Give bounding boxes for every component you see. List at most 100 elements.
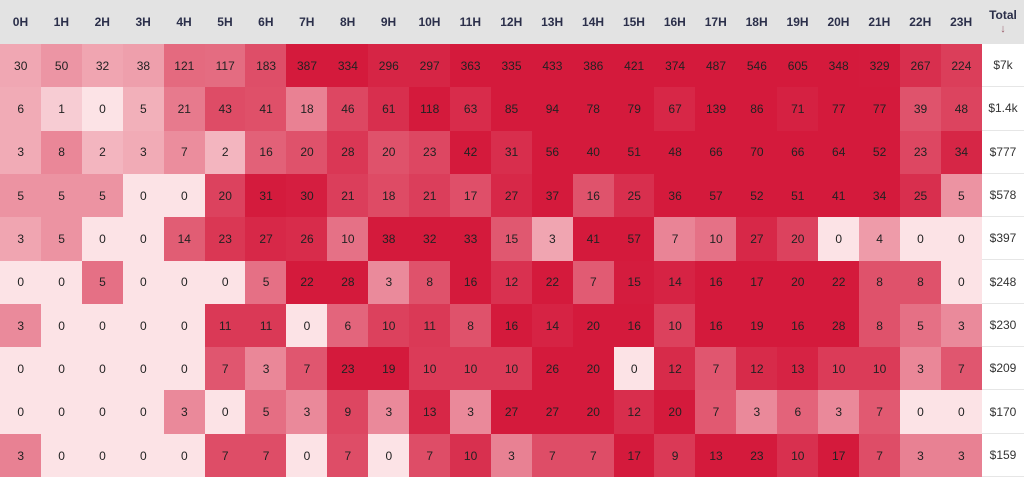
- heatmap-cell[interactable]: 15: [490, 217, 533, 261]
- heatmap-cell[interactable]: 9: [327, 390, 369, 435]
- heatmap-cell[interactable]: 66: [695, 130, 737, 175]
- column-header-14h[interactable]: 14H: [582, 15, 605, 29]
- heatmap-cell[interactable]: 38: [122, 44, 165, 88]
- heatmap-cell[interactable]: 3: [122, 130, 165, 175]
- heatmap-cell[interactable]: 0: [40, 347, 83, 391]
- heatmap-cell[interactable]: 3: [818, 390, 860, 435]
- heatmap-cell[interactable]: 70: [736, 130, 778, 175]
- heatmap-cell[interactable]: 52: [858, 130, 901, 175]
- heatmap-cell[interactable]: 0: [286, 303, 328, 348]
- column-header-16h[interactable]: 16H: [663, 15, 686, 29]
- heatmap-cell[interactable]: 30: [0, 44, 42, 88]
- column-header-19h[interactable]: 19H: [786, 15, 809, 29]
- sort-descending-arrow-icon[interactable]: ↓: [1000, 23, 1006, 35]
- heatmap-cell[interactable]: 267: [899, 44, 942, 88]
- heatmap-cell[interactable]: 7: [695, 390, 737, 435]
- heatmap-cell[interactable]: 17: [818, 433, 860, 477]
- heatmap-cell[interactable]: 3: [163, 390, 205, 435]
- heatmap-cell[interactable]: 0: [40, 303, 83, 348]
- heatmap-cell[interactable]: 0: [40, 390, 83, 435]
- heatmap-cell[interactable]: 38: [368, 217, 410, 261]
- heatmap-cell[interactable]: 0: [122, 433, 165, 477]
- heatmap-cell[interactable]: 14: [654, 260, 696, 305]
- heatmap-cell[interactable]: 10: [368, 303, 410, 348]
- column-header-8h[interactable]: 8H: [339, 15, 356, 29]
- heatmap-cell[interactable]: 20: [572, 303, 614, 348]
- column-header-20h[interactable]: 20H: [827, 15, 850, 29]
- heatmap-cell[interactable]: 14: [163, 217, 205, 261]
- heatmap-cell[interactable]: 12: [654, 347, 696, 391]
- heatmap-cell[interactable]: 546: [736, 44, 778, 88]
- heatmap-cell[interactable]: 0: [204, 390, 246, 435]
- heatmap-cell[interactable]: 348: [818, 44, 860, 88]
- heatmap-cell[interactable]: 3: [449, 390, 492, 435]
- heatmap-cell[interactable]: 374: [654, 44, 696, 88]
- heatmap-cell[interactable]: 5: [81, 173, 124, 218]
- heatmap-cell[interactable]: 11: [204, 303, 246, 348]
- heatmap-cell[interactable]: 0: [81, 217, 124, 261]
- heatmap-cell[interactable]: 6: [0, 87, 42, 132]
- heatmap-cell[interactable]: 28: [327, 130, 369, 175]
- heatmap-cell[interactable]: 6: [777, 390, 819, 435]
- column-header-1h[interactable]: 1H: [53, 15, 69, 29]
- heatmap-cell[interactable]: 7: [695, 347, 737, 391]
- heatmap-cell[interactable]: 28: [327, 260, 369, 305]
- heatmap-cell[interactable]: 17: [449, 173, 492, 218]
- heatmap-cell[interactable]: 0: [163, 173, 205, 218]
- heatmap-cell[interactable]: 27: [245, 217, 287, 261]
- heatmap-cell[interactable]: 20: [572, 347, 614, 391]
- heatmap-cell[interactable]: 3: [245, 347, 287, 391]
- heatmap-cell[interactable]: 297: [409, 44, 451, 88]
- heatmap-cell[interactable]: 32: [81, 44, 124, 88]
- heatmap-cell[interactable]: 7: [327, 433, 369, 477]
- heatmap-cell[interactable]: 8: [858, 260, 901, 305]
- heatmap-cell[interactable]: 39: [899, 87, 942, 132]
- heatmap-cell[interactable]: 27: [490, 390, 533, 435]
- heatmap-cell[interactable]: 5: [40, 173, 83, 218]
- heatmap-cell[interactable]: 20: [572, 390, 614, 435]
- heatmap-cell[interactable]: 51: [613, 130, 655, 175]
- heatmap-cell[interactable]: 13: [777, 347, 819, 391]
- heatmap-cell[interactable]: 605: [777, 44, 819, 88]
- heatmap-cell[interactable]: 0: [81, 390, 124, 435]
- heatmap-cell[interactable]: 48: [654, 130, 696, 175]
- heatmap-cell[interactable]: 334: [327, 44, 369, 88]
- heatmap-cell[interactable]: 63: [449, 87, 492, 132]
- heatmap-cell[interactable]: 16: [613, 303, 655, 348]
- heatmap-cell[interactable]: 3: [0, 217, 42, 261]
- heatmap-cell[interactable]: 139: [695, 87, 737, 132]
- heatmap-cell[interactable]: 3: [940, 303, 983, 348]
- heatmap-cell[interactable]: 13: [409, 390, 451, 435]
- heatmap-cell[interactable]: 41: [818, 173, 860, 218]
- heatmap-cell[interactable]: 0: [0, 347, 42, 391]
- heatmap-cell[interactable]: 0: [40, 433, 83, 477]
- heatmap-cell[interactable]: 16: [777, 303, 819, 348]
- heatmap-cell[interactable]: 5: [245, 260, 287, 305]
- heatmap-cell[interactable]: 79: [613, 87, 655, 132]
- heatmap-cell[interactable]: 433: [531, 44, 574, 88]
- heatmap-cell[interactable]: 7: [163, 130, 205, 175]
- heatmap-cell[interactable]: 0: [122, 260, 165, 305]
- heatmap-cell[interactable]: 37: [531, 173, 574, 218]
- heatmap-cell[interactable]: 31: [490, 130, 533, 175]
- heatmap-cell[interactable]: 387: [286, 44, 328, 88]
- heatmap-cell[interactable]: 14: [531, 303, 574, 348]
- heatmap-cell[interactable]: 0: [818, 217, 860, 261]
- column-header-total[interactable]: Total ↓: [982, 0, 1024, 44]
- heatmap-cell[interactable]: 3: [899, 433, 942, 477]
- heatmap-cell[interactable]: 5: [0, 173, 42, 218]
- heatmap-cell[interactable]: 0: [940, 260, 983, 305]
- column-header-5h[interactable]: 5H: [217, 15, 233, 29]
- heatmap-cell[interactable]: 0: [122, 173, 165, 218]
- heatmap-cell[interactable]: 7: [409, 433, 451, 477]
- heatmap-cell[interactable]: 0: [613, 347, 655, 391]
- column-header-11h[interactable]: 11H: [459, 15, 482, 29]
- heatmap-cell[interactable]: 51: [777, 173, 819, 218]
- heatmap-cell[interactable]: 0: [368, 433, 410, 477]
- heatmap-cell[interactable]: 28: [818, 303, 860, 348]
- column-header-2h[interactable]: 2H: [94, 15, 110, 29]
- heatmap-cell[interactable]: 20: [204, 173, 246, 218]
- heatmap-cell[interactable]: 18: [286, 87, 328, 132]
- heatmap-cell[interactable]: 23: [204, 217, 246, 261]
- heatmap-cell[interactable]: 22: [286, 260, 328, 305]
